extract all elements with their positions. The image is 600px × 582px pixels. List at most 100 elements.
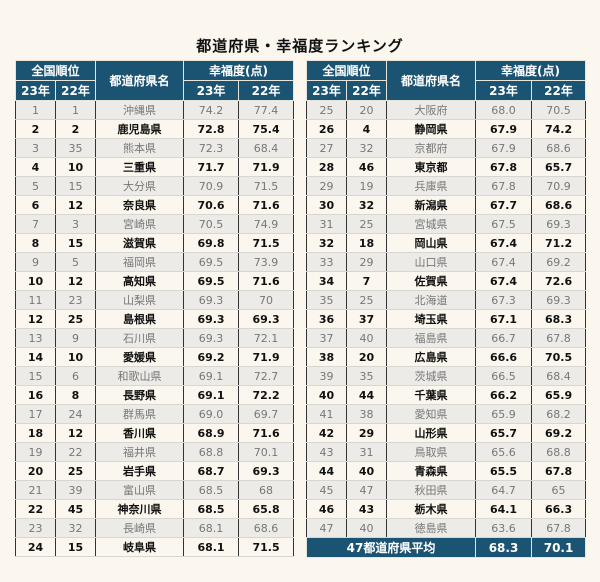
score-2022: 65.9 (531, 385, 587, 405)
rank-2023: 19 (15, 442, 56, 462)
rank-2022: 32 (345, 138, 388, 158)
score-2023: 68.1 (183, 537, 240, 557)
prefecture-name: 富山県 (95, 480, 185, 500)
score-2022: 71.9 (238, 347, 295, 367)
score-2023: 69.5 (183, 271, 240, 291)
table-row: 29 19 兵庫県 67.8 70.9 (306, 176, 587, 196)
score-2023: 74.2 (183, 100, 240, 120)
rank-2022: 22 (54, 442, 97, 462)
rank-2023: 46 (306, 499, 347, 519)
rank-2023: 25 (306, 100, 347, 120)
header-prefecture: 都道府県名 (95, 60, 185, 101)
rank-2022: 40 (345, 328, 388, 348)
score-2023: 67.8 (475, 176, 533, 196)
prefecture-name: 千葉県 (386, 385, 477, 405)
rank-2023: 2 (15, 119, 56, 139)
table-row: 32 18 岡山県 67.4 71.2 (306, 233, 587, 253)
rank-2022: 9 (54, 328, 97, 348)
rank-2023: 33 (306, 252, 347, 272)
average-label: 47都道府県平均 (305, 537, 477, 558)
score-2022: 68.6 (531, 195, 587, 215)
score-2022: 69.2 (531, 423, 587, 443)
prefecture-name: 熊本県 (95, 138, 185, 158)
score-2022: 65 (531, 480, 587, 500)
prefecture-name: 宮城県 (386, 214, 477, 234)
score-2023: 70.5 (183, 214, 240, 234)
score-2023: 68.7 (183, 461, 240, 481)
prefecture-name: 三重県 (95, 157, 185, 177)
score-2023: 66.6 (475, 347, 533, 367)
table-row: 7 3 宮崎県 70.5 74.9 (15, 214, 295, 234)
rank-2022: 3 (54, 214, 97, 234)
rank-2022: 12 (54, 423, 97, 443)
table-row: 38 20 広島県 66.6 70.5 (306, 347, 587, 367)
table-row: 44 40 青森県 65.5 67.8 (306, 461, 587, 481)
score-2023: 69.0 (183, 404, 240, 424)
rank-2022: 6 (54, 366, 97, 386)
rank-2023: 14 (15, 347, 56, 367)
rank-2023: 5 (15, 176, 56, 196)
score-2023: 68.5 (183, 480, 240, 500)
score-2023: 68.5 (183, 499, 240, 519)
rank-2022: 25 (345, 290, 388, 310)
rank-2023: 7 (15, 214, 56, 234)
rank-2023: 30 (306, 195, 347, 215)
score-2023: 66.2 (475, 385, 533, 405)
score-2022: 68 (238, 480, 295, 500)
table-row: 11 23 山梨県 69.3 70 (15, 290, 295, 310)
header-rank-22: 22年 (345, 80, 388, 101)
table-row: 26 4 静岡県 67.9 74.2 (306, 119, 587, 139)
prefecture-name: 香川県 (95, 423, 185, 443)
rank-2023: 32 (306, 233, 347, 253)
table-row: 30 32 新潟県 67.7 68.6 (306, 195, 587, 215)
score-2023: 67.9 (475, 119, 533, 139)
score-2023: 70.6 (183, 195, 240, 215)
score-2023: 65.9 (475, 404, 533, 424)
score-2022: 70.5 (531, 100, 587, 120)
prefecture-name: 山口県 (386, 252, 477, 272)
prefecture-name: 長崎県 (95, 518, 185, 538)
rank-2023: 16 (15, 385, 56, 405)
score-2023: 69.2 (183, 347, 240, 367)
score-2022: 66.3 (531, 499, 587, 519)
rank-2023: 3 (15, 138, 56, 158)
rank-2022: 43 (345, 499, 388, 519)
prefecture-name: 大分県 (95, 176, 185, 196)
score-2023: 65.6 (475, 442, 533, 462)
score-2023: 70.9 (183, 176, 240, 196)
prefecture-name: 神奈川県 (95, 499, 185, 519)
average-row: 47都道府県平均 68.3 70.1 (305, 537, 587, 558)
rank-2022: 31 (345, 442, 388, 462)
prefecture-name: 栃木県 (386, 499, 477, 519)
rank-2023: 40 (306, 385, 347, 405)
table-row: 8 15 滋賀県 69.8 71.5 (15, 233, 295, 253)
score-2022: 70 (238, 290, 295, 310)
table-row: 2 2 鹿児島県 72.8 75.4 (15, 119, 295, 139)
rank-2022: 20 (345, 347, 388, 367)
prefecture-name: 佐賀県 (386, 271, 477, 291)
score-2022: 71.5 (238, 233, 295, 253)
rank-2023: 6 (15, 195, 56, 215)
prefecture-name: 福岡県 (95, 252, 185, 272)
score-2022: 69.3 (238, 461, 295, 481)
prefecture-name: 京都府 (386, 138, 477, 158)
score-2023: 69.8 (183, 233, 240, 253)
prefecture-name: 滋賀県 (95, 233, 185, 253)
score-2023: 69.1 (183, 366, 240, 386)
table-row: 6 12 奈良県 70.6 71.6 (15, 195, 295, 215)
rank-2022: 35 (54, 138, 97, 158)
score-2023: 67.9 (475, 138, 533, 158)
rank-2023: 38 (306, 347, 347, 367)
rank-2022: 12 (54, 195, 97, 215)
header-score-23: 23年 (475, 80, 533, 101)
score-2022: 69.3 (531, 290, 587, 310)
table-row: 14 10 愛媛県 69.2 71.9 (15, 347, 295, 367)
rank-2023: 21 (15, 480, 56, 500)
rank-2022: 24 (54, 404, 97, 424)
score-2023: 67.1 (475, 309, 533, 329)
rank-2022: 2 (54, 119, 97, 139)
prefecture-name: 東京都 (386, 157, 477, 177)
prefecture-name: 福島県 (386, 328, 477, 348)
rank-2022: 15 (54, 176, 97, 196)
table-row: 39 35 茨城県 66.5 68.4 (306, 366, 587, 386)
